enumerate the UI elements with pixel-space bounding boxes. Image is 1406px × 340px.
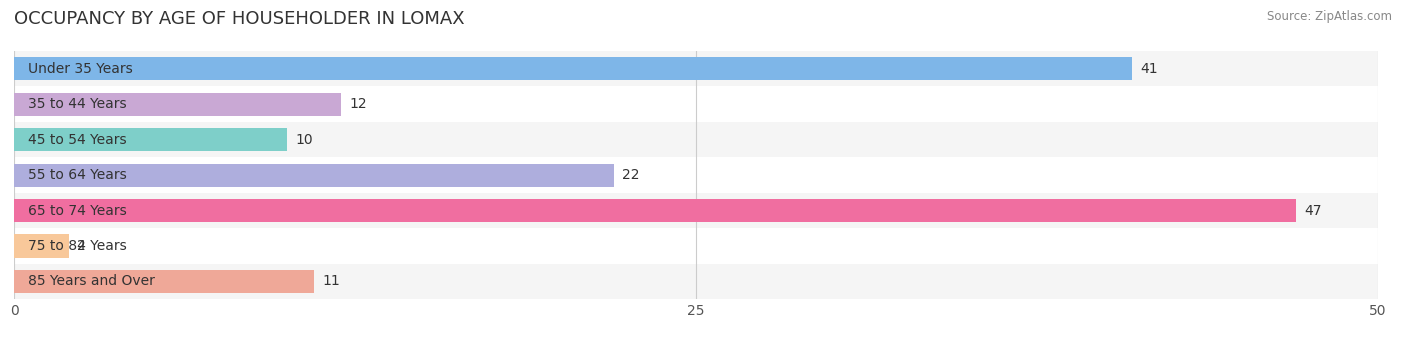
Text: 47: 47 — [1305, 204, 1322, 218]
Text: 10: 10 — [295, 133, 312, 147]
Text: 65 to 74 Years: 65 to 74 Years — [28, 204, 127, 218]
Bar — [14, 228, 1378, 264]
Text: Source: ZipAtlas.com: Source: ZipAtlas.com — [1267, 10, 1392, 23]
Bar — [14, 157, 1378, 193]
Bar — [14, 199, 1296, 222]
Text: 2: 2 — [77, 239, 86, 253]
Text: OCCUPANCY BY AGE OF HOUSEHOLDER IN LOMAX: OCCUPANCY BY AGE OF HOUSEHOLDER IN LOMAX — [14, 10, 465, 28]
Text: 22: 22 — [623, 168, 640, 182]
Text: 35 to 44 Years: 35 to 44 Years — [28, 97, 127, 111]
Text: 55 to 64 Years: 55 to 64 Years — [28, 168, 127, 182]
Bar — [14, 264, 1378, 299]
Bar — [14, 86, 1378, 122]
Text: 12: 12 — [350, 97, 367, 111]
Bar — [14, 235, 69, 257]
Bar — [14, 57, 1132, 80]
Bar — [14, 193, 1378, 228]
Bar — [14, 51, 1378, 86]
Bar — [14, 164, 614, 187]
Text: 85 Years and Over: 85 Years and Over — [28, 274, 155, 288]
Text: 41: 41 — [1140, 62, 1159, 76]
Bar — [14, 122, 1378, 157]
Text: 75 to 84 Years: 75 to 84 Years — [28, 239, 127, 253]
Bar — [14, 128, 287, 151]
Text: 45 to 54 Years: 45 to 54 Years — [28, 133, 127, 147]
Text: Under 35 Years: Under 35 Years — [28, 62, 132, 76]
Bar — [14, 93, 342, 116]
Bar — [14, 270, 314, 293]
Text: 11: 11 — [322, 274, 340, 288]
